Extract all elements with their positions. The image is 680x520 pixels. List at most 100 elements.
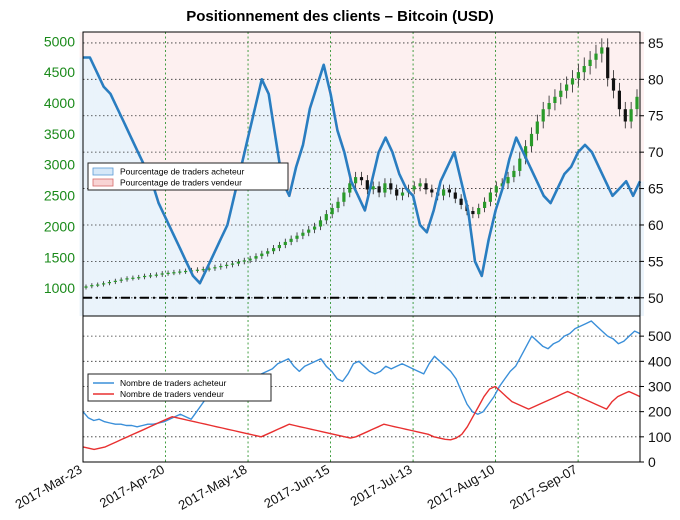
candle-body bbox=[365, 180, 369, 190]
long-area-bar bbox=[581, 144, 589, 316]
short-area-bar bbox=[416, 32, 424, 225]
short-area-bar bbox=[361, 32, 369, 211]
short-area-bar bbox=[120, 32, 129, 123]
long-area-bar bbox=[182, 261, 190, 316]
long-area-bar bbox=[224, 225, 232, 316]
long-area-bar bbox=[382, 137, 390, 316]
candle-body bbox=[119, 279, 123, 281]
legend-top-box bbox=[87, 162, 289, 191]
series-line-long-percent bbox=[83, 56, 642, 285]
long-area-bar bbox=[478, 275, 486, 316]
short-area-bar bbox=[609, 32, 617, 196]
short-area-bar bbox=[313, 32, 321, 87]
candle-body bbox=[412, 186, 416, 190]
candle-body bbox=[623, 109, 627, 122]
short-area-bar bbox=[217, 32, 225, 240]
long-area-bar bbox=[134, 152, 142, 316]
long-area-bar bbox=[347, 181, 355, 316]
short-area-bar bbox=[169, 32, 177, 233]
tick-label-percent: 85 bbox=[648, 35, 664, 51]
tick-label-percent: 75 bbox=[648, 108, 664, 124]
candle-body bbox=[430, 189, 434, 193]
long-area-bar bbox=[595, 166, 603, 316]
candle-body bbox=[547, 103, 551, 110]
short-area-bar bbox=[148, 32, 156, 182]
long-area-bar bbox=[416, 225, 424, 316]
series-line-sellers bbox=[82, 385, 641, 451]
candle-body bbox=[172, 272, 176, 274]
candle-body bbox=[113, 280, 117, 282]
candle-body bbox=[184, 270, 188, 273]
tick-label-price: 2500 bbox=[44, 188, 75, 204]
candle-body bbox=[178, 271, 182, 273]
long-area-bar bbox=[320, 64, 328, 316]
short-area-bar bbox=[581, 32, 589, 145]
long-area-bar bbox=[457, 181, 466, 316]
short-area-bar bbox=[354, 32, 362, 196]
candle-body bbox=[295, 235, 299, 239]
candle-body bbox=[541, 109, 545, 122]
long-area-bar bbox=[574, 152, 582, 316]
long-area-bar bbox=[217, 239, 225, 316]
long-area-bar bbox=[430, 210, 438, 316]
tick-label-percent: 60 bbox=[648, 217, 664, 233]
legend-swatch-short bbox=[92, 178, 114, 187]
long-area-bar bbox=[203, 268, 211, 316]
candle-body bbox=[213, 267, 217, 269]
candle-body bbox=[272, 248, 276, 252]
short-area-bar bbox=[512, 32, 521, 138]
short-area-bar bbox=[402, 32, 411, 189]
long-area-bar bbox=[107, 93, 115, 317]
short-area-bar bbox=[299, 32, 307, 145]
candle-body bbox=[582, 66, 586, 73]
candle-body bbox=[524, 146, 528, 159]
candle-body bbox=[148, 275, 153, 277]
candle-body bbox=[318, 220, 323, 227]
long-area-bar bbox=[554, 188, 562, 316]
short-area-bar bbox=[189, 32, 197, 276]
candle-body bbox=[248, 258, 252, 261]
candle-body bbox=[348, 183, 352, 193]
short-area-bar bbox=[327, 32, 335, 94]
long-area-bar bbox=[113, 108, 122, 316]
candle-body bbox=[96, 284, 100, 286]
candle-body bbox=[512, 170, 516, 178]
short-area-bar bbox=[464, 32, 472, 211]
long-area-bar bbox=[505, 159, 514, 316]
short-area-bar bbox=[100, 32, 108, 87]
candle-body bbox=[166, 272, 170, 274]
short-area-bar bbox=[86, 32, 94, 58]
candle-body bbox=[635, 96, 639, 110]
short-area-bar bbox=[450, 32, 459, 153]
bottom-panel: 0 100 200 300 400 500 bbox=[82, 315, 672, 470]
candle-body bbox=[400, 192, 405, 196]
candle-body bbox=[570, 78, 575, 85]
candle-body bbox=[359, 177, 364, 181]
candle-body bbox=[506, 177, 510, 184]
candle-body bbox=[606, 47, 610, 79]
tick-label-price: 1000 bbox=[44, 280, 75, 296]
tick-label-price: 2000 bbox=[44, 219, 75, 235]
short-area-bar bbox=[320, 32, 328, 65]
short-area-bar bbox=[588, 32, 596, 153]
short-area-bar bbox=[265, 32, 273, 94]
candle-body bbox=[477, 208, 481, 215]
long-area-bar bbox=[127, 137, 135, 316]
tick-label-percent: 65 bbox=[648, 181, 664, 197]
short-area-bar bbox=[444, 32, 452, 167]
candle-body bbox=[377, 186, 381, 193]
candle-body bbox=[84, 286, 88, 288]
short-area-bar bbox=[107, 32, 115, 94]
top-panel: 1000 1500 2000 2500 3000 3500 4000 4500 5000 50 55… bbox=[44, 31, 664, 462]
long-area-bar bbox=[148, 181, 156, 316]
tick-label-count: 500 bbox=[648, 328, 672, 344]
candle-body bbox=[307, 229, 311, 233]
chart-title: Positionnement des clients – Bitcoin (US… bbox=[186, 8, 494, 25]
short-area-bar bbox=[203, 32, 211, 269]
long-area-bar bbox=[409, 195, 417, 316]
short-area-bar bbox=[347, 32, 355, 182]
long-area-bar bbox=[437, 181, 445, 316]
long-area-bar bbox=[526, 166, 534, 316]
long-area-bar bbox=[560, 174, 569, 316]
